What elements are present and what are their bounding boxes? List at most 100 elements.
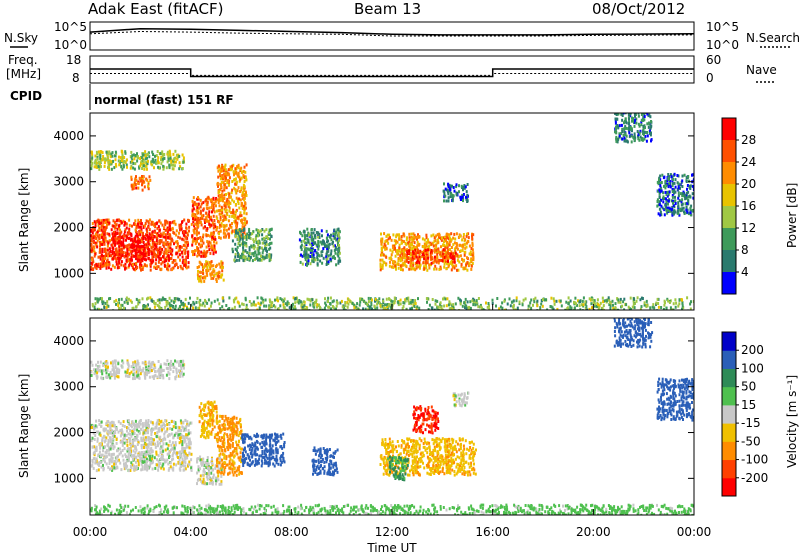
velocity-region-9 [412, 405, 440, 435]
nsearch-line [89, 30, 695, 37]
velocity-cbar-cell-8 [722, 332, 736, 351]
freq-series-group [90, 68, 694, 78]
power-region-11 [442, 182, 469, 203]
velocity-cbar-cell-0 [722, 477, 736, 497]
xtick-label-5: 20:00 [576, 525, 611, 539]
power-cbar-label-6: 28 [741, 133, 756, 147]
power-region-12 [614, 113, 653, 144]
power-cbar-label-4: 20 [741, 177, 756, 191]
power-region-5 [196, 260, 225, 284]
power-region-3 [130, 175, 152, 192]
velocity-cbar-cell-4 [722, 404, 736, 424]
velocity-region-0 [90, 418, 193, 473]
power-yaxis: 1000 2000 3000 4000 [53, 129, 694, 280]
velocity-region-1 [90, 359, 186, 381]
power-region-9 [379, 232, 475, 272]
noise-ytick-bottom: 10^0 [54, 38, 87, 52]
cpid-value: normal (fast) 151 RF [94, 93, 234, 107]
nave-rtick-top: 60 [706, 53, 721, 67]
nsky-label: N.Sky [4, 31, 38, 45]
power-cbar-cell-2 [722, 162, 736, 185]
noise-series-group [89, 27, 695, 37]
noise-frame [89, 21, 695, 51]
velocity-cbar-label-3: 15 [741, 398, 756, 412]
power-cbar-cell-0 [722, 118, 736, 141]
beam-title: Beam 13 [354, 0, 422, 18]
power-ytick-3: 4000 [53, 129, 84, 143]
velocity-ytick-2: 3000 [53, 380, 84, 394]
power-region-14 [91, 296, 694, 310]
velocity-cbar-cell-3 [722, 423, 736, 442]
velocity-cbar-label-7: -200 [741, 471, 768, 485]
velocity-region-8 [387, 455, 409, 482]
velocity-cbar-label: Velocity [m s⁻¹] [785, 375, 799, 468]
noise-panel: 10^5 10^0 10^5 10^0 N.Sky N.Search [4, 20, 800, 52]
velocity-cbar-cell-1 [722, 459, 736, 479]
power-ylabel: Slant Range [km] [17, 168, 31, 272]
velocity-cbar-cell-2 [722, 441, 736, 461]
freq-unit-label: [MHz] [6, 67, 41, 81]
power-colorbar: 4 8 12 16 20 24 28 [721, 117, 756, 295]
xtick-label-6: 00:00 [677, 525, 712, 539]
xtick-label-3: 12:00 [375, 525, 410, 539]
velocity-ylabel: Slant Range [km] [17, 374, 31, 478]
power-region-4 [190, 195, 218, 258]
velocity-region-5 [241, 432, 286, 468]
velocity-cbar-label-1: 100 [741, 361, 764, 375]
velocity-cbar-label-2: 50 [741, 380, 756, 394]
velocity-cbar-label-0: 200 [741, 343, 764, 357]
velocity-region-3 [198, 400, 218, 440]
noise-ytick-top: 10^5 [54, 20, 87, 34]
velocity-frame [89, 317, 695, 516]
xaxis-label: Time UT [366, 541, 417, 554]
nave-line [90, 73, 694, 76]
power-cbar-label-5: 24 [741, 155, 756, 169]
power-cbar-cell-1 [722, 140, 736, 163]
velocity-region-13 [90, 503, 694, 515]
xtick-label-4: 16:00 [475, 525, 510, 539]
velocity-ytick-3: 4000 [53, 334, 84, 348]
time-axis: 00:00 04:00 08:00 12:00 16:00 20:00 00:00 [73, 304, 712, 539]
nsky-line [89, 27, 695, 36]
power-region-6 [215, 163, 248, 240]
velocity-ytick-0: 1000 [53, 471, 84, 485]
power-region-8 [298, 227, 342, 267]
nsearch-label: N.Search [746, 31, 800, 45]
velocity-region-11 [613, 318, 654, 349]
power-ytick-2: 3000 [53, 175, 84, 189]
power-cbar-cell-3 [722, 184, 736, 207]
velocity-cbar-frame [721, 331, 737, 497]
power-cbar-cell-6 [722, 250, 736, 273]
power-region-13 [656, 172, 694, 217]
velocity-panel: 1000 2000 3000 4000 Slant Range [km] 200 100… [17, 317, 799, 516]
power-ytick-1: 2000 [53, 221, 84, 235]
nave-label: Nave [746, 63, 777, 77]
power-cbar-label-1: 8 [741, 243, 749, 257]
noise-rtick-bottom: 10^0 [706, 38, 739, 52]
power-region-10 [404, 248, 457, 265]
velocity-region-4 [215, 414, 243, 477]
power-data-group [90, 113, 694, 310]
nave-rtick-bottom: 0 [706, 71, 714, 85]
freq-panel: 18 8 60 0 Freq. [MHz] Nave [6, 53, 777, 85]
velocity-cbar-label-5: -50 [741, 434, 761, 448]
noise-rtick-top: 10^5 [706, 20, 739, 34]
velocity-cbar-cell-6 [722, 368, 736, 388]
velocity-cbar-label-6: -100 [741, 453, 768, 467]
power-cbar-label: Power [dB] [785, 183, 799, 248]
power-region-2 [90, 149, 185, 171]
power-cbar-label-3: 16 [741, 199, 756, 213]
power-cbar-cell-4 [722, 206, 736, 229]
power-cbar-label-0: 4 [741, 265, 749, 279]
velocity-cbar-label-4: -15 [741, 416, 761, 430]
xtick-label-1: 04:00 [173, 525, 208, 539]
power-frame [89, 112, 695, 311]
power-cbar-cell-5 [722, 228, 736, 251]
velocity-region-10 [452, 391, 470, 408]
power-ytick-0: 1000 [53, 266, 84, 280]
power-cbar-cell-7 [722, 272, 736, 295]
xtick-label-0: 00:00 [73, 525, 108, 539]
date-title: 08/Oct/2012 [592, 0, 686, 18]
velocity-cbar-cell-7 [722, 350, 736, 369]
